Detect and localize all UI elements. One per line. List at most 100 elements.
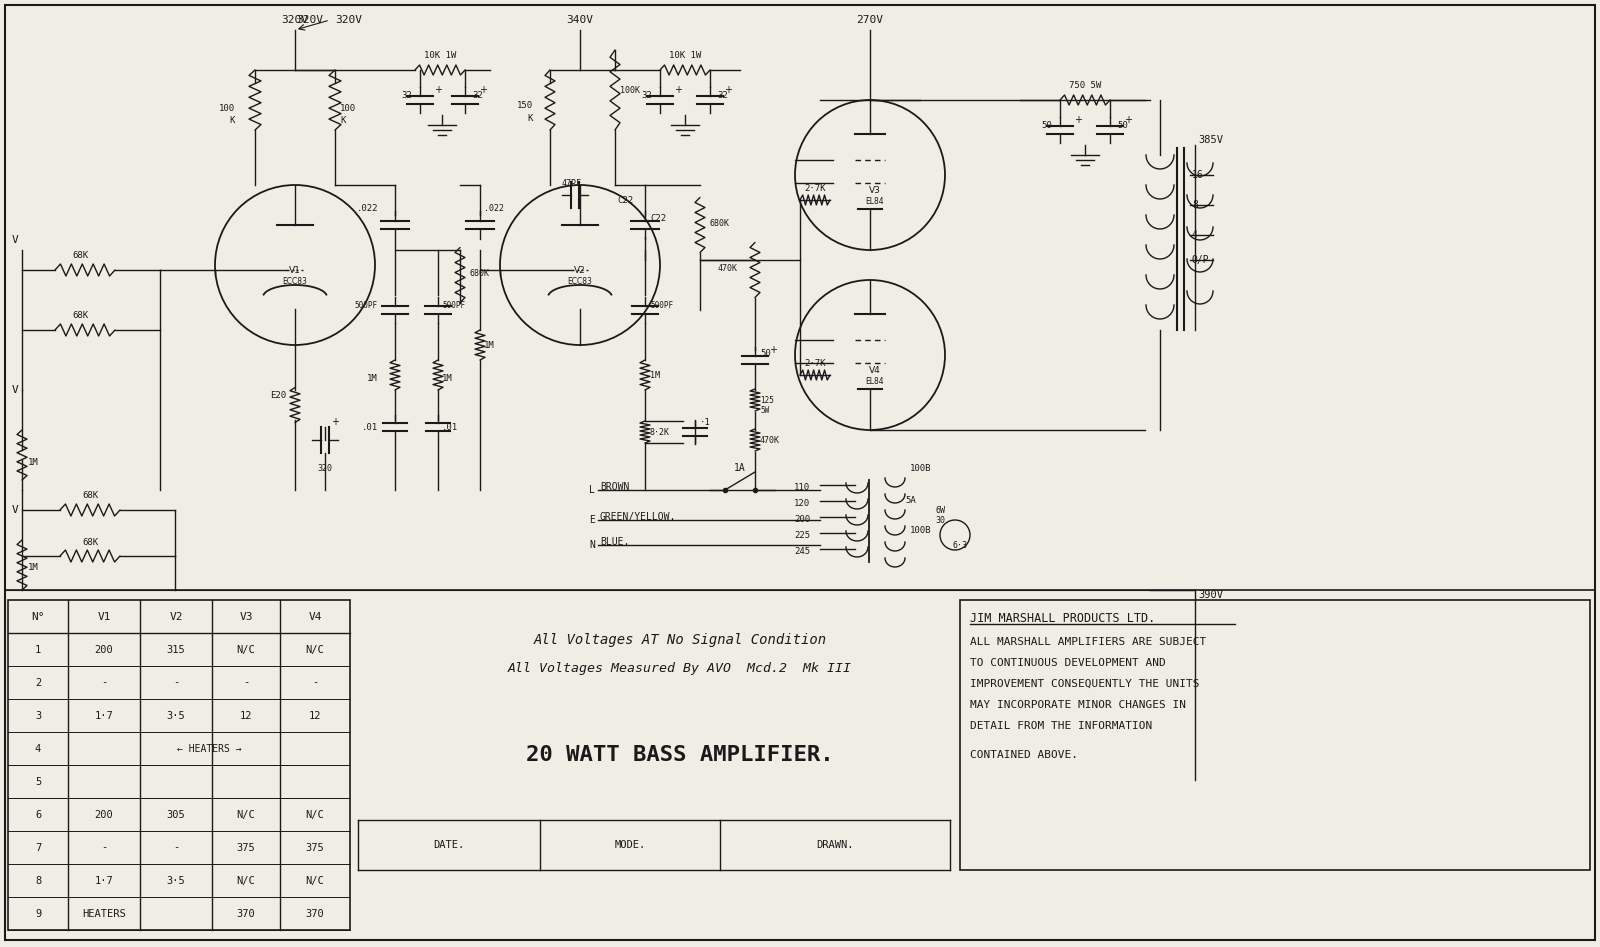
- Text: 6: 6: [35, 810, 42, 819]
- Text: 68K: 68K: [72, 311, 88, 319]
- Text: V2: V2: [574, 265, 586, 275]
- Text: 1: 1: [35, 645, 42, 654]
- Text: .022: .022: [357, 204, 378, 212]
- Bar: [960, 600, 1590, 870]
- Text: 6W: 6W: [934, 506, 946, 514]
- Text: 470K: 470K: [718, 263, 738, 273]
- Text: 100K: 100K: [621, 85, 640, 95]
- Text: 1A: 1A: [734, 463, 746, 473]
- Text: 375: 375: [306, 843, 325, 852]
- Text: N/C: N/C: [306, 810, 325, 819]
- Text: 340V: 340V: [566, 15, 594, 25]
- Text: V: V: [11, 505, 18, 515]
- Text: N/C: N/C: [306, 645, 325, 654]
- Text: ECC83: ECC83: [283, 277, 307, 285]
- Text: +: +: [434, 85, 442, 95]
- Text: N/C: N/C: [237, 875, 256, 885]
- Text: JIM MARSHALL PRODUCTS LTD.: JIM MARSHALL PRODUCTS LTD.: [970, 612, 1155, 624]
- Text: 320V: 320V: [334, 15, 362, 25]
- Text: 50: 50: [1042, 120, 1053, 130]
- Text: ECC83: ECC83: [568, 277, 592, 285]
- Text: 200: 200: [794, 514, 810, 524]
- Text: V2: V2: [170, 612, 182, 621]
- Text: 3: 3: [35, 710, 42, 721]
- Text: 30: 30: [934, 515, 946, 525]
- Text: 6·3: 6·3: [952, 541, 968, 549]
- Text: 1M: 1M: [29, 563, 38, 571]
- Text: 245: 245: [794, 546, 810, 556]
- Text: EL84: EL84: [866, 377, 885, 385]
- Text: All Voltages Measured By AVO  Mcd.2  Mk III: All Voltages Measured By AVO Mcd.2 Mk II…: [509, 662, 851, 674]
- Text: 385V: 385V: [1198, 135, 1222, 145]
- Text: 100B: 100B: [910, 463, 931, 473]
- Text: 4: 4: [35, 743, 42, 754]
- Text: 2·7K: 2·7K: [805, 184, 826, 192]
- Text: 1M: 1M: [483, 341, 494, 349]
- Text: K: K: [339, 116, 346, 124]
- Text: MODE.: MODE.: [614, 840, 646, 850]
- Text: 32: 32: [472, 91, 483, 99]
- Text: 320V: 320V: [282, 15, 309, 25]
- Text: V4: V4: [869, 366, 882, 374]
- Text: MAY INCORPORATE MINOR CHANGES IN: MAY INCORPORATE MINOR CHANGES IN: [970, 700, 1186, 710]
- Text: N°: N°: [32, 612, 45, 621]
- Text: 68K: 68K: [82, 491, 98, 499]
- Text: K: K: [528, 114, 533, 122]
- Text: ·1: ·1: [701, 418, 710, 426]
- Text: E: E: [589, 515, 595, 525]
- Text: 1M: 1M: [368, 373, 378, 383]
- Text: All Voltages AT No Signal Condition: All Voltages AT No Signal Condition: [533, 633, 827, 647]
- Text: 200: 200: [94, 810, 114, 819]
- Text: 680K: 680K: [710, 219, 730, 227]
- Text: 750 5W: 750 5W: [1069, 80, 1101, 90]
- Text: 7: 7: [35, 843, 42, 852]
- Text: 3·5: 3·5: [166, 710, 186, 721]
- Text: 470K: 470K: [760, 436, 781, 444]
- Text: 5A: 5A: [906, 495, 915, 505]
- Text: 1·7: 1·7: [94, 710, 114, 721]
- Text: -: -: [173, 843, 179, 852]
- Text: DETAIL FROM THE INFORMATION: DETAIL FROM THE INFORMATION: [970, 721, 1152, 731]
- Text: +: +: [723, 85, 733, 95]
- Text: 8·2K: 8·2K: [650, 427, 670, 437]
- Text: N/C: N/C: [306, 875, 325, 885]
- Text: ← HEATERS →: ← HEATERS →: [176, 743, 242, 754]
- Text: 1M: 1M: [442, 373, 453, 383]
- Text: 5: 5: [35, 777, 42, 787]
- Text: 10K 1W: 10K 1W: [669, 50, 701, 60]
- Text: EL84: EL84: [866, 197, 885, 205]
- Text: 375: 375: [237, 843, 256, 852]
- Text: +: +: [1123, 115, 1133, 125]
- Text: 16: 16: [1192, 170, 1203, 180]
- Text: BROWN: BROWN: [600, 482, 629, 492]
- Text: -: -: [243, 677, 250, 688]
- Text: E20: E20: [270, 390, 286, 400]
- Text: 47PF: 47PF: [562, 178, 582, 188]
- Text: 8: 8: [35, 875, 42, 885]
- Text: IMPROVEMENT CONSEQUENTLY THE UNITS: IMPROVEMENT CONSEQUENTLY THE UNITS: [970, 679, 1200, 689]
- Text: 4: 4: [1192, 230, 1198, 240]
- Text: 100: 100: [339, 103, 357, 113]
- Text: N/C: N/C: [237, 645, 256, 654]
- Text: 100B: 100B: [910, 526, 931, 534]
- Text: -: -: [312, 677, 318, 688]
- Text: +: +: [674, 85, 682, 95]
- Text: -: -: [173, 677, 179, 688]
- Text: +: +: [331, 417, 339, 427]
- Bar: [8, 600, 350, 930]
- Text: 5W: 5W: [760, 405, 770, 415]
- Text: 1·7: 1·7: [94, 875, 114, 885]
- Text: TO CONTINUOUS DEVELOPMENT AND: TO CONTINUOUS DEVELOPMENT AND: [970, 658, 1166, 668]
- Text: V3: V3: [869, 186, 882, 194]
- Text: 225: 225: [794, 530, 810, 540]
- Text: -: -: [101, 843, 107, 852]
- Text: 125: 125: [760, 396, 774, 404]
- Text: 2·7K: 2·7K: [805, 359, 826, 367]
- Text: CONTAINED ABOVE.: CONTAINED ABOVE.: [970, 750, 1078, 760]
- Text: .01: .01: [362, 422, 378, 432]
- Text: V3: V3: [240, 612, 253, 621]
- Text: GREEN/YELLOW.: GREEN/YELLOW.: [600, 512, 677, 522]
- Text: 50: 50: [760, 348, 771, 358]
- Text: +: +: [770, 345, 778, 355]
- Text: 120: 120: [794, 498, 810, 508]
